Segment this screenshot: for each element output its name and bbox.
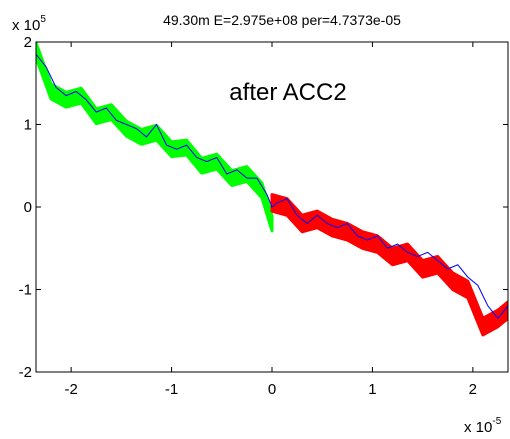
x-exponent-power: -5 <box>492 416 501 427</box>
y-exponent-label: x 105 <box>12 14 46 34</box>
series-0-band <box>36 42 274 233</box>
y-tick-label: -1 <box>19 282 32 299</box>
y-tick-label: 0 <box>24 199 32 216</box>
y-tick-label: 1 <box>24 117 32 134</box>
series-2-line <box>36 54 508 320</box>
x-tick-label: 2 <box>469 381 477 398</box>
x-tick-label: 1 <box>368 381 376 398</box>
y-exponent-power: 5 <box>40 14 46 25</box>
axes: -2 -1 0 1 2 -2 -1 0 1 2 <box>19 34 509 398</box>
y-tick-label: 2 <box>24 34 32 51</box>
y-tick-label: -2 <box>19 364 32 381</box>
x-tick-label: 0 <box>268 381 276 398</box>
x-tick-label: -1 <box>165 381 178 398</box>
series-1-band <box>270 193 508 337</box>
x-exponent-label: x 10-5 <box>464 416 502 436</box>
chart-title: 49.30m E=2.975e+08 per=4.7373e-05 <box>163 12 401 28</box>
plot-area <box>36 42 508 337</box>
x-tick-label: -2 <box>64 381 77 398</box>
annotation-label: after ACC2 <box>229 79 346 106</box>
